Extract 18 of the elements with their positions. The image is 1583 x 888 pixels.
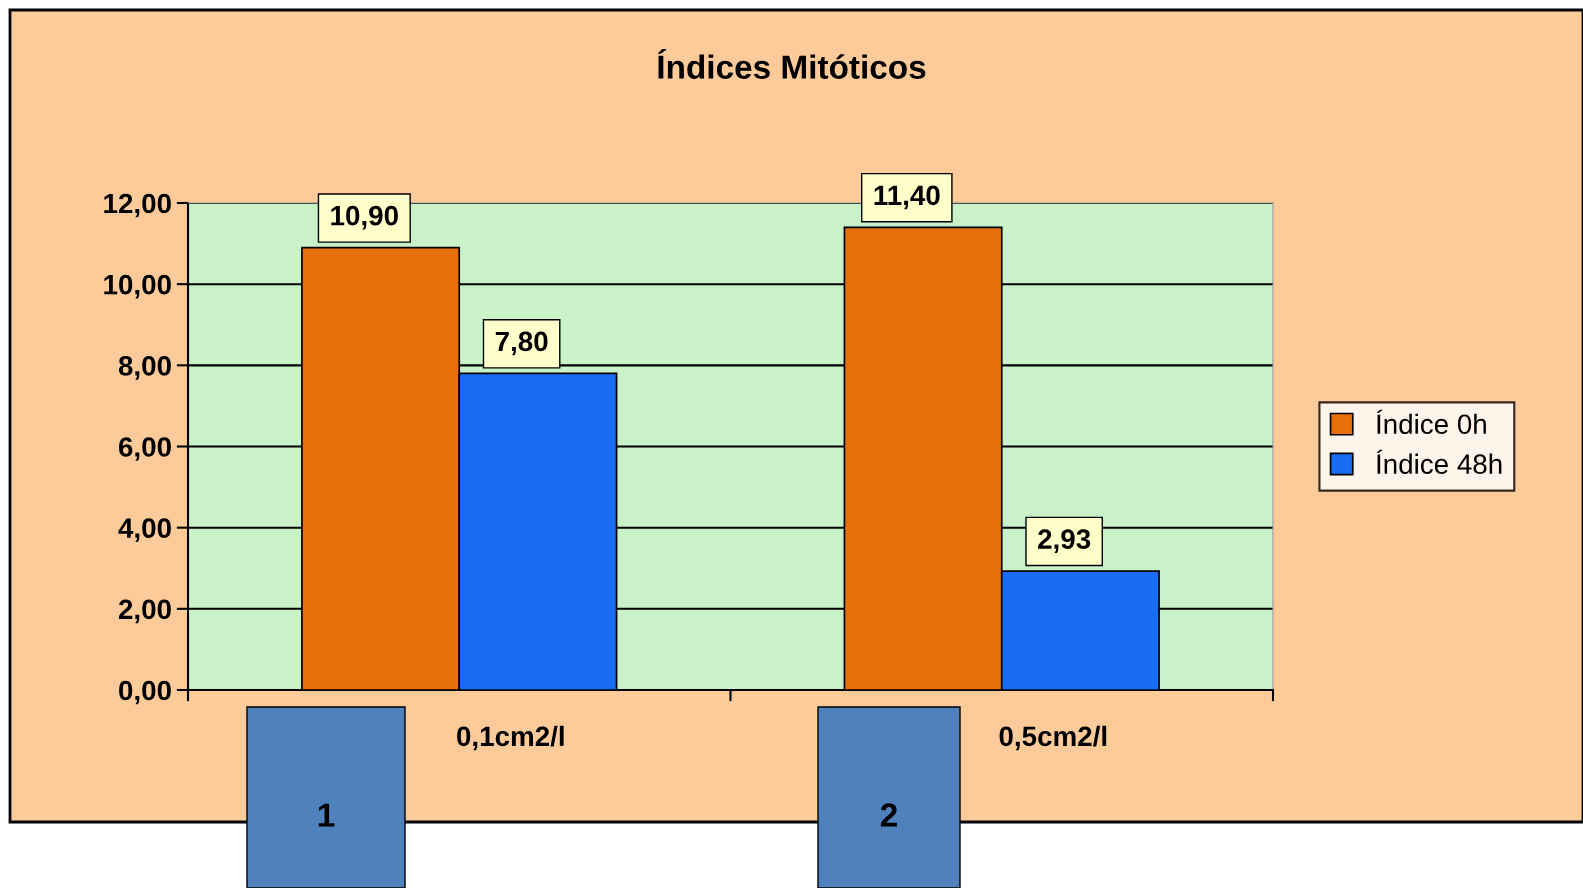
legend-label: Índice 48h [1376,449,1502,474]
y-tick-label: 0,00 [119,680,171,705]
text: 2 [880,803,897,827]
x-tick-label: 0,5cm2/l [999,725,1107,751]
legend-label: Índice 0h [1376,409,1486,435]
data-label: 7,80 [495,331,548,356]
x-tick-label: 0,1cm2/l [457,725,564,751]
data-label: 11,40 [874,185,940,210]
y-tick-label: 12,00 [104,193,171,218]
y-tick-label: 2,00 [118,599,171,624]
data-label: 2,93 [1038,529,1091,553]
y-tick-label: 6,00 [118,437,171,461]
text: 1 [318,803,335,827]
y-tick-label: 10,00 [104,274,171,299]
y-tick-label: 8,00 [118,356,171,380]
data-label: 10,90 [331,205,398,230]
chart-title: Índices Mitóticos [658,49,926,79]
y-tick-label: 4,00 [118,518,171,543]
